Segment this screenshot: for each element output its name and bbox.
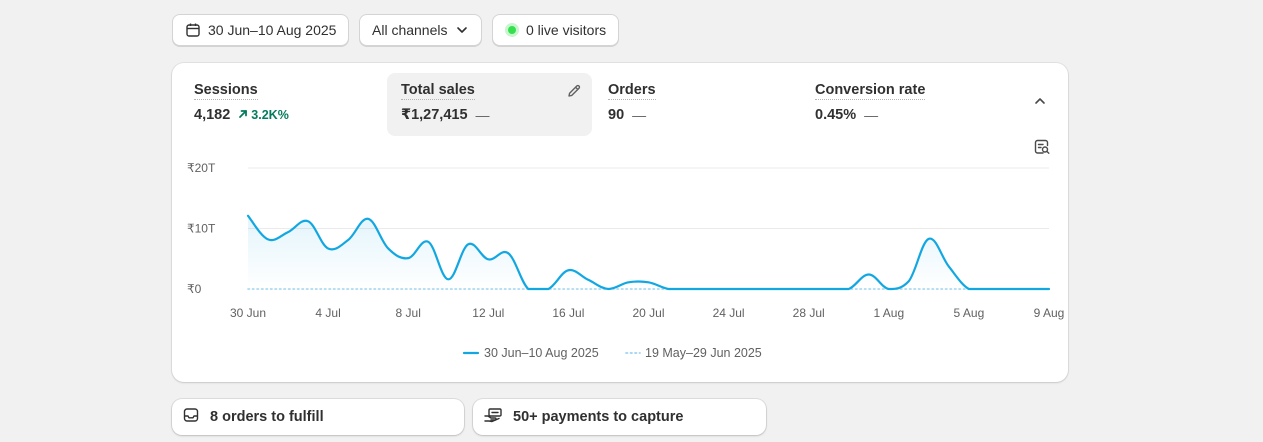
legend-label-previous: 19 May–29 Jun 2025 xyxy=(645,346,762,360)
live-visitors-button[interactable]: 0 live visitors xyxy=(492,14,620,46)
payments-to-capture-button[interactable]: 50+ payments to capture xyxy=(473,399,766,435)
y-tick-label: ₹10T xyxy=(187,222,216,236)
metric-sessions[interactable]: Sessions 4,182 3.2K% xyxy=(180,73,385,136)
chart-search-icon[interactable] xyxy=(1033,138,1051,161)
metric-total-sales[interactable]: Total sales ₹1,27,415 — xyxy=(387,73,592,136)
metric-value: 4,182 xyxy=(194,107,231,123)
metric-value: 0.45% xyxy=(815,107,857,123)
chevron-down-icon xyxy=(455,23,469,37)
x-tick-label: 4 Jul xyxy=(315,306,340,320)
x-tick-label: 8 Jul xyxy=(396,306,421,320)
metric-label: Conversion rate xyxy=(815,82,926,100)
x-tick-label: 30 Jun xyxy=(230,306,266,320)
calendar-icon xyxy=(185,22,201,38)
metric-conversion-rate[interactable]: Conversion rate 0.45% — xyxy=(801,73,1006,136)
x-tick-label: 5 Aug xyxy=(954,306,985,320)
metric-orders[interactable]: Orders 90 — xyxy=(594,73,799,136)
x-tick-label: 1 Aug xyxy=(873,306,904,320)
y-tick-label: ₹0 xyxy=(187,282,202,296)
arrow-up-right-icon xyxy=(238,108,248,122)
analytics-card: Sessions 4,182 3.2K% Total sales ₹1,27,4… xyxy=(172,63,1068,382)
x-tick-label: 12 Jul xyxy=(472,306,504,320)
live-dot-icon xyxy=(505,23,519,37)
metric-label: Orders xyxy=(608,82,656,100)
live-visitors-label: 0 live visitors xyxy=(526,22,607,38)
chevron-up-icon[interactable] xyxy=(1032,93,1048,114)
metric-label: Total sales xyxy=(401,82,475,100)
x-tick-label: 20 Jul xyxy=(632,306,664,320)
series-area-current xyxy=(248,215,1049,289)
date-range-picker[interactable]: 30 Jun–10 Aug 2025 xyxy=(172,14,350,46)
hand-money-icon xyxy=(483,406,503,428)
orders-to-fulfill-button[interactable]: 8 orders to fulfill xyxy=(172,399,464,435)
metric-label: Sessions xyxy=(194,82,258,100)
x-tick-label: 16 Jul xyxy=(552,306,584,320)
metric-change: — xyxy=(864,107,879,123)
sales-line-chart: ₹0 ₹10T ₹20T 30 Jun 4 Jul 8 Jul 12 Jul 16 Jul 20… xyxy=(187,161,1065,360)
metric-value: 90 xyxy=(608,107,625,123)
metric-change-value: 3.2K% xyxy=(251,108,289,122)
metric-value: ₹1,27,415 xyxy=(401,107,468,123)
orders-to-fulfill-label: 8 orders to fulfill xyxy=(210,409,324,425)
channels-dropdown[interactable]: All channels xyxy=(359,14,482,46)
x-tick-label: 24 Jul xyxy=(713,306,745,320)
date-range-label: 30 Jun–10 Aug 2025 xyxy=(208,22,337,38)
payments-to-capture-label: 50+ payments to capture xyxy=(513,409,684,425)
legend-label-current: 30 Jun–10 Aug 2025 xyxy=(484,346,599,360)
channels-label: All channels xyxy=(372,22,448,38)
pencil-icon[interactable] xyxy=(566,83,582,104)
x-tick-label: 28 Jul xyxy=(793,306,825,320)
x-tick-label: 9 Aug xyxy=(1034,306,1065,320)
inbox-icon xyxy=(182,406,200,428)
y-tick-label: ₹20T xyxy=(187,161,216,175)
metric-change: — xyxy=(475,107,490,123)
series-line-current xyxy=(246,214,1051,291)
metric-change: — xyxy=(632,107,647,123)
metric-change: 3.2K% xyxy=(238,108,289,122)
